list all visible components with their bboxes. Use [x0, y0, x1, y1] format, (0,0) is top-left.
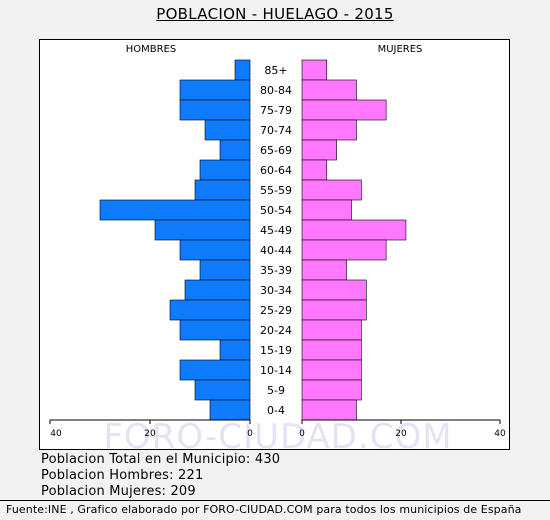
bar-hombres-75-79 — [179, 99, 251, 121]
age-label-20-24: 20-24 — [260, 324, 292, 337]
bar-hombres-55-59 — [194, 179, 251, 201]
bar-hombres-65-69 — [219, 139, 251, 161]
age-label-45-49: 45-49 — [260, 224, 292, 237]
bar-hombres-25-29 — [169, 299, 251, 321]
population-pyramid: HOMBRES MUJERES FORO-CIUDAD.COM 85+ 80-84 75-… — [49, 44, 506, 449]
page-title: POBLACION - HUELAGO - 2015 — [156, 5, 394, 23]
bar-mujeres-5-9 — [301, 379, 362, 401]
age-label-50-54: 50-54 — [260, 204, 292, 217]
bar-mujeres-30-34 — [301, 279, 367, 301]
footer-divider — [0, 500, 550, 501]
bar-mujeres-75-79 — [301, 99, 387, 121]
x-tick-label-5: 40 — [494, 429, 506, 439]
age-label-85+: 85+ — [264, 64, 287, 77]
age-label-60-64: 60-64 — [260, 164, 292, 177]
bar-hombres-35-39 — [199, 259, 251, 281]
legend-mujeres: MUJERES — [378, 44, 423, 55]
bar-hombres-15-19 — [219, 339, 251, 361]
male-population-text: Poblacion Hombres: 221 — [41, 468, 204, 483]
x-tick-label-3: 0 — [299, 429, 305, 439]
bar-hombres-60-64 — [199, 159, 251, 181]
female-population-text: Poblacion Mujeres: 209 — [41, 484, 196, 499]
x-tick-label-0: 40 — [50, 429, 62, 439]
age-label-65-69: 65-69 — [260, 144, 292, 157]
bar-mujeres-45-49 — [301, 219, 407, 241]
bar-mujeres-15-19 — [301, 339, 362, 361]
bar-mujeres-25-29 — [301, 299, 367, 321]
x-tick-label-4: 20 — [395, 429, 407, 439]
bar-mujeres-0-4 — [301, 399, 357, 421]
bar-hombres-0-4 — [209, 399, 251, 421]
bar-mujeres-60-64 — [301, 159, 328, 181]
age-label-35-39: 35-39 — [260, 264, 292, 277]
bar-mujeres-80-84 — [301, 79, 357, 101]
age-label-70-74: 70-74 — [260, 124, 292, 137]
bar-mujeres-85+ — [301, 59, 328, 81]
bar-hombres-30-34 — [184, 279, 251, 301]
bar-mujeres-20-24 — [301, 319, 362, 341]
footer-source: Fuente:INE , Grafico elaborado por FORO-… — [6, 503, 522, 516]
age-label-80-84: 80-84 — [260, 84, 292, 97]
x-tick-label-1: 20 — [144, 429, 156, 439]
age-label-5-9: 5-9 — [267, 384, 285, 397]
age-label-0-4: 0-4 — [267, 404, 285, 417]
age-label-15-19: 15-19 — [260, 344, 292, 357]
bar-hombres-45-49 — [154, 219, 251, 241]
x-tick-label-2: 0 — [247, 429, 253, 439]
legend-hombres: HOMBRES — [126, 44, 177, 55]
bar-mujeres-70-74 — [301, 119, 357, 141]
bar-hombres-20-24 — [179, 319, 251, 341]
bar-mujeres-65-69 — [301, 139, 337, 161]
bar-mujeres-35-39 — [301, 259, 347, 281]
bar-hombres-80-84 — [179, 79, 251, 101]
age-label-25-29: 25-29 — [260, 304, 292, 317]
total-population-text: Poblacion Total en el Municipio: 430 — [41, 452, 281, 467]
age-label-30-34: 30-34 — [260, 284, 292, 297]
watermark: FORO-CIUDAD.COM — [103, 417, 452, 449]
bar-mujeres-40-44 — [301, 239, 387, 261]
bar-mujeres-55-59 — [301, 179, 362, 201]
bar-mujeres-10-14 — [301, 359, 362, 381]
chart-frame: HOMBRES MUJERES FORO-CIUDAD.COM 85+ 80-84 75-… — [39, 39, 510, 450]
bar-hombres-70-74 — [204, 119, 251, 141]
age-label-40-44: 40-44 — [260, 244, 292, 257]
bar-hombres-50-54 — [99, 199, 251, 221]
age-label-55-59: 55-59 — [260, 184, 292, 197]
bar-hombres-10-14 — [179, 359, 251, 381]
bar-mujeres-50-54 — [301, 199, 352, 221]
bar-hombres-85+ — [234, 59, 251, 81]
bar-hombres-40-44 — [179, 239, 251, 261]
age-label-75-79: 75-79 — [260, 104, 292, 117]
age-label-10-14: 10-14 — [260, 364, 292, 377]
bar-hombres-5-9 — [194, 379, 251, 401]
